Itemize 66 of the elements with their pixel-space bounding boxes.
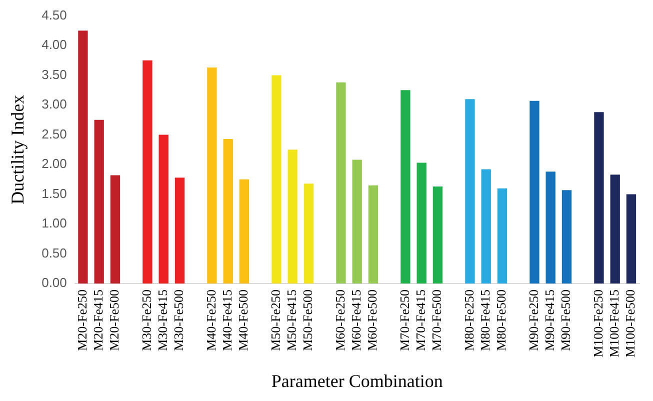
y-tick-label: 2.50: [42, 126, 67, 142]
x-tick-label: M20-Fe250: [74, 290, 90, 351]
bar: [481, 169, 491, 284]
y-tick-label: 1.00: [42, 216, 67, 231]
x-tick-label: M90-Fe500: [558, 290, 574, 351]
bar: [142, 60, 152, 284]
x-tick-label: M20-Fe500: [106, 290, 122, 351]
x-tick-label: M70-Fe250: [396, 290, 412, 351]
x-tick-label: M50-Fe415: [284, 290, 300, 351]
y-tick-label: 4.00: [42, 37, 67, 52]
y-tick-label: 2.00: [42, 156, 67, 172]
bar: [110, 175, 120, 284]
bar: [416, 162, 426, 284]
bar: [594, 112, 604, 284]
bar: [207, 68, 217, 284]
x-tick-label: M90-Fe250: [526, 290, 541, 351]
x-tick-label: M60-Fe500: [364, 290, 380, 351]
bar: [336, 82, 346, 284]
bar: [465, 99, 475, 284]
x-tick-label: M20-Fe415: [90, 290, 106, 351]
bar: [626, 194, 636, 284]
x-tick-label: M70-Fe500: [429, 290, 444, 351]
bar: [400, 90, 410, 284]
y-tick-label: 0.50: [42, 245, 67, 260]
x-tick-label: M100-Fe500: [622, 290, 638, 358]
x-tick-label: M30-Fe415: [155, 290, 170, 351]
bar: [610, 174, 620, 284]
x-tick-label: M50-Fe250: [268, 290, 283, 351]
bar: [78, 30, 88, 284]
x-tick-label: M80-Fe250: [461, 290, 476, 351]
x-tick-label: M50-Fe500: [300, 290, 316, 351]
y-tick-label: 3.00: [42, 96, 67, 112]
bar: [223, 138, 233, 284]
x-tick-label: M30-Fe500: [171, 290, 186, 351]
x-tick-label: M100-Fe250: [590, 290, 606, 358]
x-tick-label: M60-Fe415: [348, 290, 364, 351]
x-tick-label: M40-Fe500: [236, 290, 251, 351]
bar: [432, 186, 443, 284]
x-tick-label: M60-Fe250: [332, 290, 348, 351]
x-axis-title: Parameter Combination: [271, 370, 443, 391]
y-tick-label: 0.00: [42, 275, 67, 290]
y-tick-label: 3.50: [42, 66, 67, 82]
bar: [530, 100, 540, 284]
x-tick-label: M70-Fe415: [413, 290, 428, 351]
x-tick-label: M90-Fe415: [542, 290, 558, 351]
bar: [304, 184, 314, 284]
bar: [174, 178, 185, 284]
x-tick-label: M80-Fe415: [478, 290, 493, 351]
x-tick-label: M40-Fe250: [203, 290, 218, 351]
y-tick-label: 1.50: [42, 186, 67, 201]
y-axis-title: Ductility Index: [8, 94, 28, 204]
bar: [497, 188, 508, 284]
bar: [288, 150, 298, 284]
x-tick-label: M80-Fe500: [494, 290, 509, 351]
bar: [272, 75, 282, 284]
bar: [352, 160, 362, 284]
bar: [546, 172, 556, 284]
bar: [368, 185, 378, 284]
y-tick-label: 4.50: [42, 7, 67, 22]
x-tick-label: M40-Fe415: [220, 290, 235, 351]
x-tick-label: M30-Fe250: [138, 290, 154, 351]
bar: [94, 120, 104, 284]
x-tick-label: M100-Fe415: [606, 290, 622, 358]
bar: [239, 179, 250, 284]
bar: [158, 134, 168, 284]
bar: [562, 190, 572, 284]
